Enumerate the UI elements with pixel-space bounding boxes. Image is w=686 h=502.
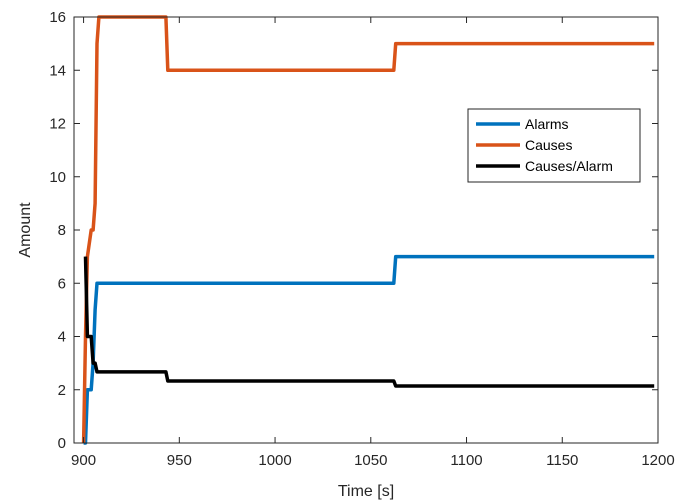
plot-frame: [73, 16, 659, 444]
x-tick-label: 900: [71, 452, 96, 469]
y-tick-label: 14: [49, 62, 66, 79]
y-tick-label: 2: [58, 382, 66, 399]
x-tick-label: 1050: [354, 452, 387, 469]
y-tick-label: 0: [58, 435, 66, 452]
y-tick-label: 4: [58, 329, 66, 346]
y-tick-label: 10: [49, 169, 66, 186]
x-tick-label: 1000: [258, 452, 291, 469]
x-tick-label: 1200: [641, 452, 674, 469]
series-line-2: [83, 256, 655, 388]
legend: Alarms Causes Causes/Alarm: [467, 108, 641, 183]
legend-label-0: Alarms: [525, 116, 569, 132]
y-axis-label: Amount: [17, 202, 34, 258]
y-tick-label: 16: [49, 9, 66, 26]
y-tick-label: 6: [58, 275, 66, 292]
x-tick-label: 1100: [450, 452, 482, 469]
legend-label-1: Causes: [525, 137, 572, 153]
series-line-1: [81, 15, 655, 444]
x-tick-label: 950: [167, 452, 192, 469]
y-tick-label: 8: [58, 222, 66, 239]
series-layer: [81, 15, 655, 445]
y-tick-label: 12: [49, 116, 66, 133]
x-axis-label: Time [s]: [338, 483, 394, 500]
legend-label-2: Causes/Alarm: [525, 158, 613, 174]
axes: 900 950 1000 1050 1100 1150 1200 0 2 4 6 8 10 12 14 16: [49, 9, 674, 469]
series-line-0: [83, 254, 655, 445]
x-tick-label: 1150: [546, 452, 578, 469]
